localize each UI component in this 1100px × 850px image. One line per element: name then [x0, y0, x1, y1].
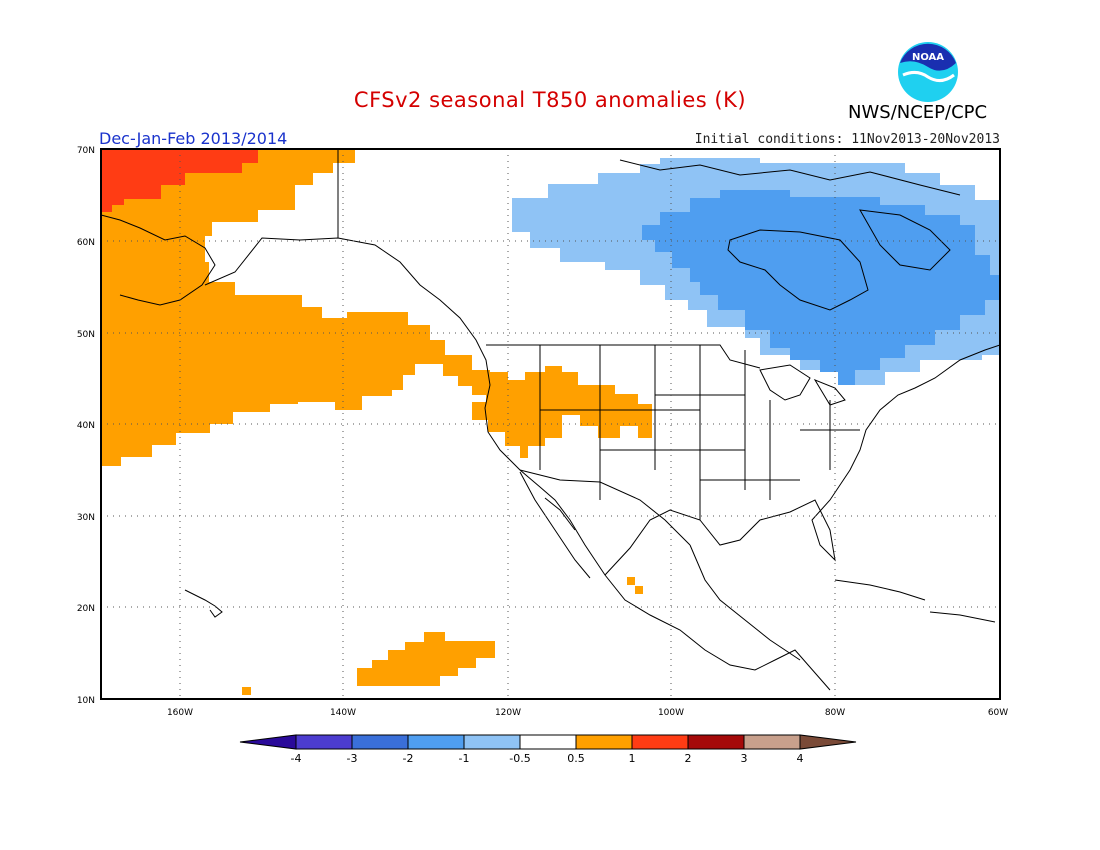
colorbar-tick-label: -2 [403, 752, 414, 765]
agency-label: NWS/NCEP/CPC [848, 102, 988, 123]
lon-label: 100W [658, 708, 684, 718]
colorbar-swatch [687, 734, 745, 750]
colorbar-tick-label: 2 [685, 752, 692, 765]
colorbar: -4 -3 -2 -1 -0.5 0.5 1 2 3 4 [239, 734, 857, 765]
anomaly-pixel [242, 687, 251, 695]
colorbar-swatch [631, 734, 689, 750]
season-subtitle: Dec-Jan-Feb 2013/2014 [99, 129, 288, 148]
lat-label: 60N [77, 238, 95, 248]
colorbar-swatch [351, 734, 409, 750]
colorbar-tick-label: -0.5 [509, 752, 530, 765]
colorbar-tick-label: -1 [459, 752, 470, 765]
coastlines [101, 149, 1000, 691]
anomaly-region-siberia-hot [101, 149, 258, 212]
colorbar-swatch [743, 734, 801, 750]
colorbar-tick-label: 3 [741, 752, 748, 765]
map-frame [100, 148, 1001, 700]
lat-label: 40N [77, 421, 95, 431]
chart-title: CFSv2 seasonal T850 anomalies (K) [353, 88, 747, 112]
colorbar-swatch [295, 734, 353, 750]
colorbar-swatch [463, 734, 521, 750]
anomaly-pixel [635, 586, 643, 594]
anomaly-map: 70N 60N 50N 40N 30N 20N 10N 160W 140W 12… [77, 146, 1008, 718]
lat-label: 50N [77, 330, 95, 340]
colorbar-swatch [519, 734, 577, 750]
colorbar-swatch [407, 734, 465, 750]
colorbar-tick-label: -4 [291, 752, 302, 765]
noaa-logo: NOAA [898, 42, 958, 102]
anomaly-pixel [627, 577, 635, 585]
anomaly-region-hudson-cold [642, 190, 1000, 385]
colorbar-tick-label: 1 [629, 752, 636, 765]
lat-label: 30N [77, 513, 95, 523]
lat-label: 20N [77, 604, 95, 614]
lon-label: 160W [167, 708, 193, 718]
colorbar-tick-label: -3 [347, 752, 358, 765]
initial-conditions-label: Initial conditions: 11Nov2013-20Nov2013 [694, 132, 1000, 147]
colorbar-arrow-high [799, 734, 857, 750]
colorbar-tick-label: 4 [797, 752, 804, 765]
lat-label: 70N [77, 146, 95, 156]
anomaly-region-tropical-warm [357, 632, 495, 686]
lat-label: 10N [77, 696, 95, 706]
logo-text: NOAA [912, 52, 944, 63]
colorbar-swatch [575, 734, 633, 750]
colorbar-arrow-low [239, 734, 297, 750]
lon-label: 60W [988, 708, 1008, 718]
anomaly-region-western-us-warm [472, 366, 652, 458]
colorbar-tick-label: 0.5 [567, 752, 585, 765]
lon-label: 120W [495, 708, 521, 718]
lon-label: 80W [825, 708, 845, 718]
anomaly-region-pacific-warm [101, 149, 502, 466]
lon-label: 140W [330, 708, 356, 718]
